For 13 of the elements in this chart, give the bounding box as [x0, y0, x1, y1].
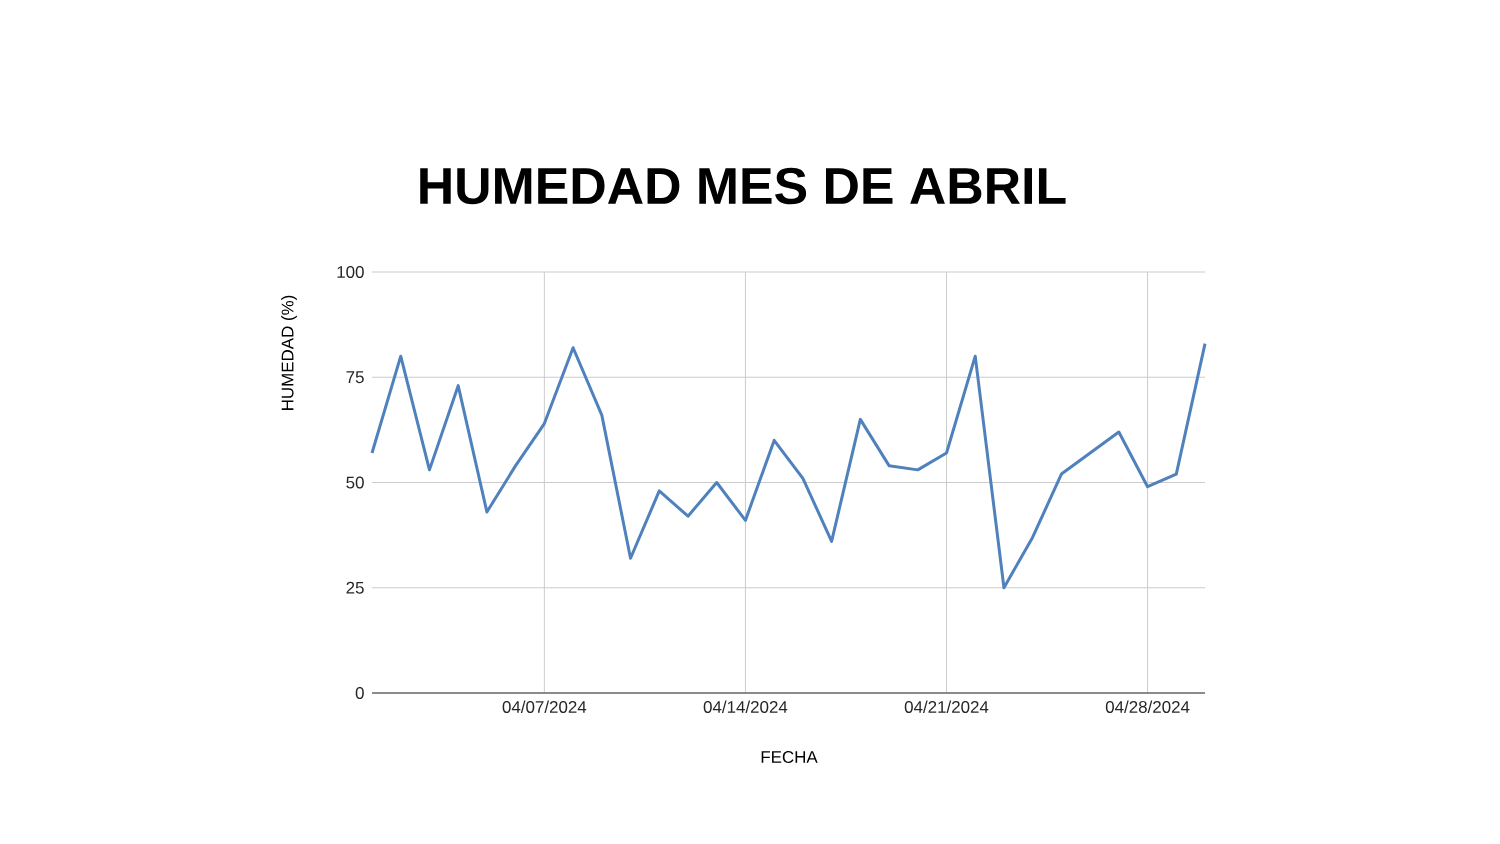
- x-tick-label: 04/14/2024: [703, 700, 788, 713]
- x-tick-label: 04/28/2024: [1105, 700, 1190, 713]
- y-tick-label: 25: [346, 581, 364, 594]
- y-tick-label: 75: [346, 371, 364, 384]
- x-axis-title: FECHA: [761, 751, 818, 763]
- x-tick-label: 04/21/2024: [904, 700, 989, 713]
- y-tick-label: 0: [355, 687, 364, 699]
- x-tick-label: 04/07/2024: [502, 700, 587, 713]
- y-tick-label: 100: [337, 265, 364, 278]
- line-series: [370, 342, 1207, 590]
- y-axis-title: HUMEDAD (%): [281, 295, 297, 410]
- y-tick-label: 50: [346, 476, 364, 489]
- chart-title: HUMEDAD MES DE ABRIL: [420, 167, 1066, 205]
